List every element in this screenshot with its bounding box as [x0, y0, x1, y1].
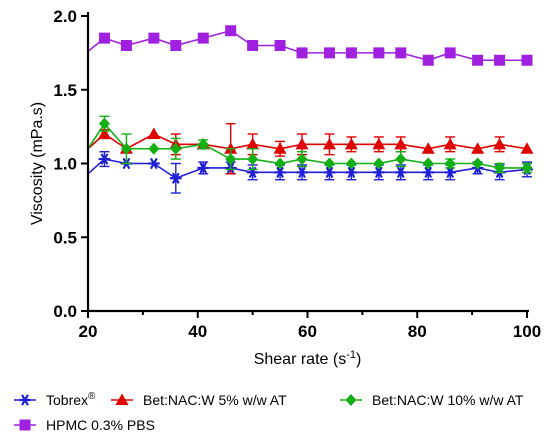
data-point: [224, 142, 238, 154]
y-tick-label: 1.5: [53, 81, 77, 100]
data-point: [494, 161, 506, 174]
data-point: [345, 47, 357, 59]
y-tick-label: 0.5: [53, 228, 77, 247]
data-point: [521, 161, 533, 174]
data-point: [471, 142, 485, 154]
legend-item-1: Bet:NAC:W 5% w/w AT: [111, 392, 287, 408]
data-point: [345, 157, 357, 170]
y-tick-label: 2.0: [53, 7, 77, 26]
legend-marker: [345, 394, 357, 406]
data-point: [372, 166, 385, 178]
data-point: [323, 166, 336, 178]
x-tick-label: 100: [513, 322, 541, 341]
data-point: [322, 137, 336, 150]
data-point: [444, 47, 456, 59]
data-point: [147, 158, 160, 169]
data-point: [422, 166, 435, 178]
data-point: [247, 153, 259, 166]
data-point: [373, 47, 385, 59]
data-point: [170, 40, 182, 51]
y-tick-label: 0.0: [53, 302, 77, 321]
data-point: [170, 142, 182, 155]
data-point: [120, 142, 132, 155]
data-point: [225, 153, 237, 166]
legend-label: Tobrex®: [46, 391, 96, 408]
data-point: [296, 153, 308, 166]
y-axis-title: Viscosity (mPa.s): [29, 102, 46, 225]
data-point: [98, 32, 110, 44]
data-point: [472, 157, 484, 170]
data-point: [273, 166, 287, 178]
data-point: [493, 137, 507, 150]
data-point: [444, 166, 457, 178]
x-tick-label: 20: [79, 322, 98, 341]
data-point: [443, 137, 457, 150]
data-point: [373, 157, 385, 170]
legend-marker: [18, 394, 32, 406]
series-2: [87, 115, 533, 174]
data-point: [521, 54, 533, 66]
legend-marker: [115, 393, 129, 405]
data-point: [395, 47, 407, 59]
legend-item-0: Tobrex®: [14, 391, 96, 408]
data-point: [197, 162, 210, 174]
data-point: [394, 137, 408, 150]
data-point: [395, 153, 407, 166]
series-0: [87, 150, 534, 194]
data-point: [274, 157, 286, 170]
data-point: [520, 142, 534, 154]
data-point: [147, 127, 161, 139]
data-point: [494, 54, 506, 66]
data-point: [344, 137, 358, 150]
x-tick-label: 80: [408, 322, 427, 341]
data-point: [345, 166, 358, 178]
data-point: [323, 47, 335, 59]
data-point: [197, 32, 209, 44]
data-point: [422, 157, 434, 170]
data-point: [372, 137, 386, 150]
data-point: [295, 137, 309, 150]
x-tick-label: 40: [188, 322, 207, 341]
data-point: [444, 157, 456, 170]
data-point: [148, 142, 160, 155]
x-tick-label: 60: [298, 322, 317, 341]
data-point: [98, 117, 110, 130]
legend-marker: [19, 419, 31, 431]
data-point: [98, 153, 111, 165]
y-tick-label: 1.0: [53, 155, 77, 174]
data-point: [274, 40, 286, 51]
x-axis-title: Shear rate (s-1): [254, 349, 362, 368]
data-point: [323, 157, 335, 170]
legend-item-3: HPMC 0.3% PBS: [14, 417, 155, 433]
data-point: [273, 142, 287, 154]
data-point: [394, 166, 407, 178]
data-point: [422, 54, 434, 66]
legend-item-2: Bet:NAC:W 10% w/w AT: [340, 392, 524, 408]
data-point: [225, 25, 237, 37]
data-point: [247, 40, 259, 51]
data-point: [97, 127, 111, 139]
data-point: [421, 142, 435, 154]
data-point: [296, 47, 308, 59]
data-point: [148, 32, 160, 44]
data-point: [120, 40, 132, 51]
legend-label: Bet:NAC:W 10% w/w AT: [372, 392, 524, 408]
data-point: [472, 54, 484, 66]
data-point: [169, 172, 182, 184]
legend-label: HPMC 0.3% PBS: [46, 417, 155, 433]
legend-label: Bet:NAC:W 5% w/w AT: [143, 392, 287, 408]
series-3: [87, 25, 533, 66]
data-point: [246, 137, 260, 150]
data-point: [197, 138, 209, 151]
data-point: [295, 166, 309, 178]
